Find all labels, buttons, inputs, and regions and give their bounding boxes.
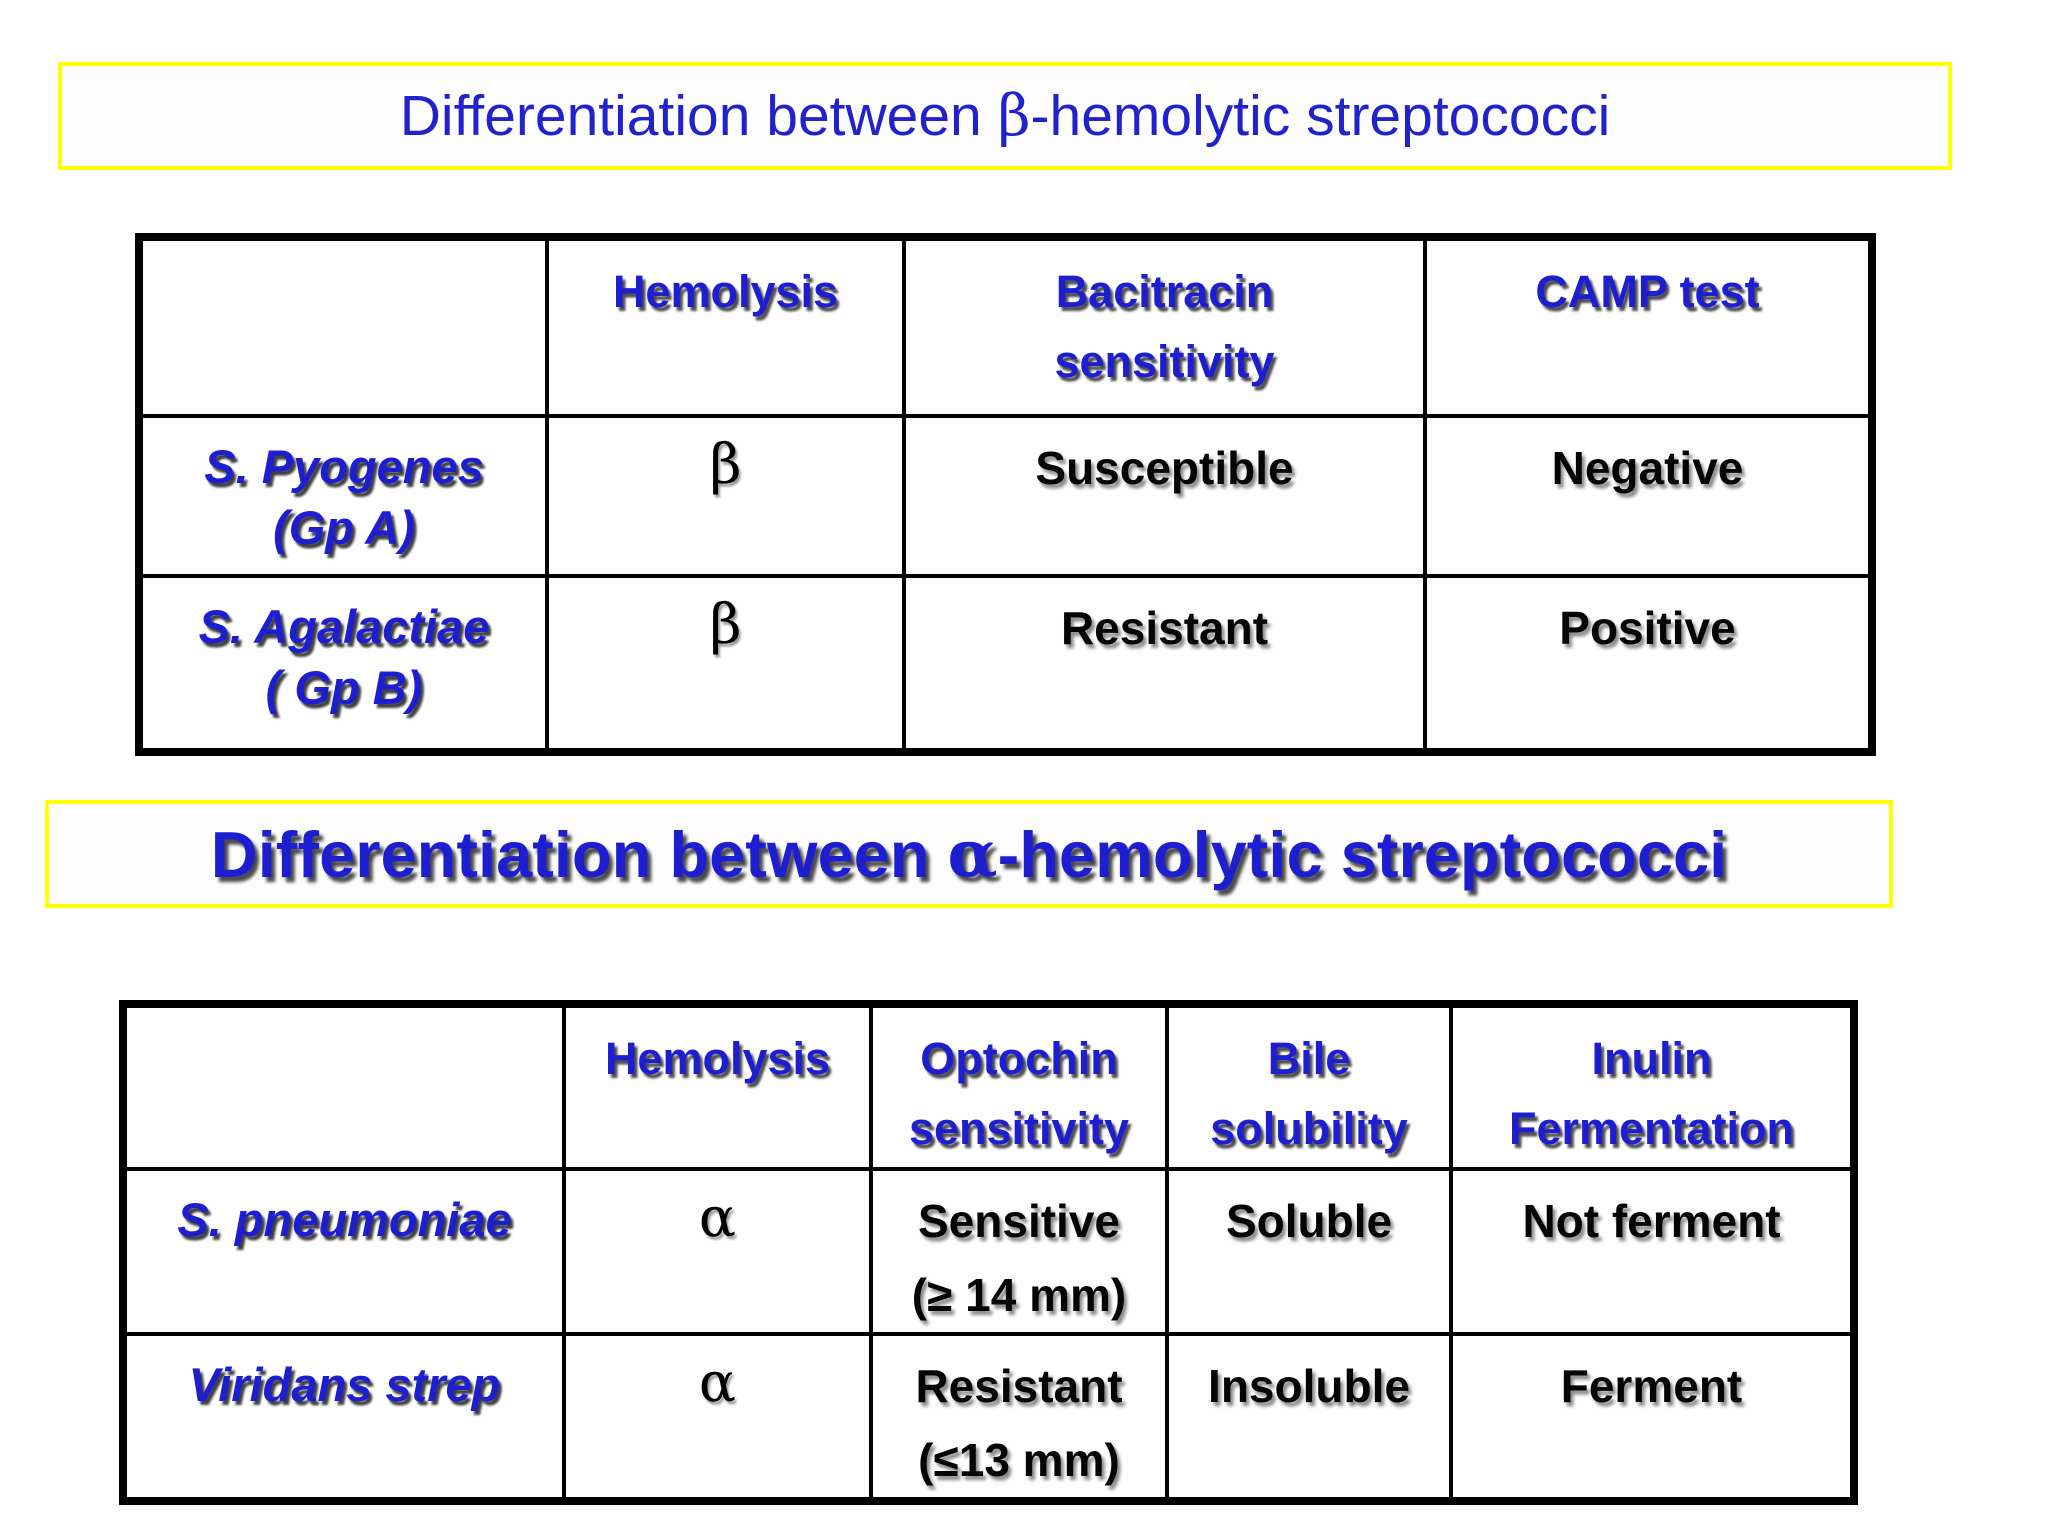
beta-pyogenes-name-line1: S. Pyogenes (204, 440, 484, 493)
beta-header-hemolysis: Hemolysis (545, 235, 906, 418)
alpha-viridans-optochin-line2: (≤13 mm) (918, 1433, 1120, 1486)
alpha-viridans-hemolysis: α (562, 1332, 873, 1504)
alpha-pneumoniae-optochin-line1: Sensitive (918, 1195, 1120, 1247)
alpha-header-inulin: Inulin Fermentation (1449, 1002, 1856, 1171)
beta-agalactiae-camp: Positive (1423, 574, 1874, 754)
beta-agalactiae-name-line2: ( Gp B) (265, 661, 423, 715)
beta-pyogenes-name: S. Pyogenes (Gp A) (137, 414, 549, 578)
beta-pyogenes-bacitracin: Susceptible (902, 414, 1427, 578)
alpha-viridans-name: Viridans strep (121, 1332, 566, 1504)
alpha-pneumoniae-optochin: Sensitive (≥ 14 mm) (869, 1166, 1169, 1337)
alpha-pneumoniae-inulin: Not ferment (1449, 1166, 1856, 1337)
beta-agalactiae-name-line1: S. Agalactiae (198, 600, 490, 653)
alpha-row-pneumoniae: S. pneumoniae α Sensitive (≥ 14 mm) Solu… (121, 1166, 1856, 1337)
beta-agalactiae-hemolysis: β (545, 574, 906, 754)
title-beta-prefix: Differentiation between (399, 84, 998, 148)
beta-agalactiae-bacitracin: Resistant (902, 574, 1427, 754)
alpha-row-viridans: Viridans strep α Resistant (≤13 mm) Inso… (121, 1332, 1856, 1504)
beta-row-pyogenes: S. Pyogenes (Gp A) β Susceptible Negativ… (137, 414, 1874, 578)
title-beta-hemolytic: Differentiation between β -hemolytic stre… (58, 62, 1952, 170)
title-alpha-prefix: Differentiation between (210, 817, 948, 891)
alpha-pneumoniae-bile: Soluble (1165, 1166, 1453, 1337)
alpha-viridans-bile: Insoluble (1165, 1332, 1453, 1504)
alpha-viridans-optochin: Resistant (≤13 mm) (869, 1332, 1169, 1504)
title-alpha-greek-letter: α (947, 816, 998, 892)
beta-pyogenes-name-line2: (Gp A) (273, 501, 415, 555)
beta-pyogenes-camp: Negative (1423, 414, 1874, 578)
beta-header-corner (137, 235, 549, 418)
alpha-header-corner (121, 1002, 566, 1171)
beta-header-camp: CAMP test (1423, 235, 1874, 418)
title-alpha-suffix: -hemolytic streptococci (997, 817, 1728, 891)
alpha-header-optochin: Optochin sensitivity (869, 1002, 1169, 1171)
title-beta-greek-letter: β (997, 83, 1031, 149)
beta-agalactiae-name: S. Agalactiae ( Gp B) (137, 574, 549, 754)
title-alpha-hemolytic: Differentiation between α -hemolytic stre… (45, 800, 1893, 908)
title-beta-suffix: -hemolytic streptococci (1030, 84, 1611, 148)
alpha-pneumoniae-hemolysis: α (562, 1166, 873, 1337)
alpha-header-hemolysis: Hemolysis (562, 1002, 873, 1171)
alpha-header-row: Hemolysis Optochin sensitivity Bile solu… (121, 1002, 1856, 1171)
alpha-header-bile: Bile solubility (1165, 1002, 1453, 1171)
beta-header-row: Hemolysis Bacitracin sensitivity CAMP te… (137, 235, 1874, 418)
beta-differentiation-table: Hemolysis Bacitracin sensitivity CAMP te… (135, 233, 1876, 756)
alpha-differentiation-table: Hemolysis Optochin sensitivity Bile solu… (119, 1000, 1858, 1506)
alpha-pneumoniae-name: S. pneumoniae (121, 1166, 566, 1337)
beta-header-bacitracin: Bacitracin sensitivity (902, 235, 1427, 418)
beta-row-agalactiae: S. Agalactiae ( Gp B) β Resistant Positi… (137, 574, 1874, 754)
alpha-viridans-optochin-line1: Resistant (915, 1360, 1123, 1413)
alpha-pneumoniae-optochin-line2: (≥ 14 mm) (911, 1268, 1127, 1321)
beta-pyogenes-hemolysis: β (545, 414, 906, 578)
alpha-viridans-inulin: Ferment (1449, 1332, 1856, 1504)
